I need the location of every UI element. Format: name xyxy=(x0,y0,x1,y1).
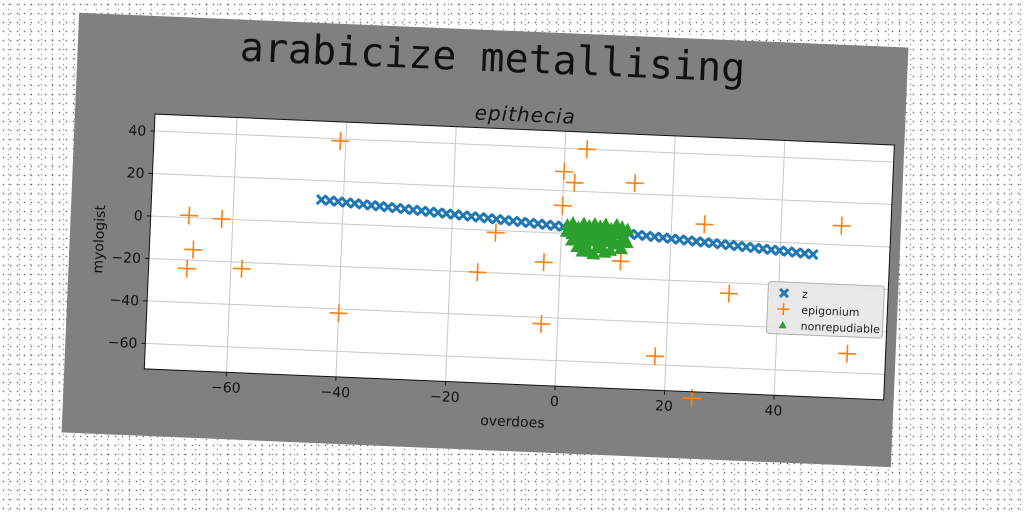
point-epigonium xyxy=(331,131,350,151)
chart-title: epithecia xyxy=(474,100,576,128)
point-epigonium xyxy=(625,174,644,193)
legend-marker-z xyxy=(778,287,790,299)
y-grid-line xyxy=(154,130,894,163)
series-nonrepudiable xyxy=(559,216,635,260)
x-axis-label: overdoes xyxy=(480,413,545,432)
point-nonrepudiable xyxy=(597,245,612,258)
y-tick-label: 0 xyxy=(133,208,143,224)
point-epigonium xyxy=(695,215,714,234)
point-nonrepudiable xyxy=(614,226,629,240)
x-tick-label: −40 xyxy=(320,384,350,401)
point-epigonium xyxy=(646,347,665,366)
x-tick-label: 20 xyxy=(655,398,673,415)
legend-marker-nonrepudiable xyxy=(778,321,787,329)
legend-box xyxy=(765,281,885,339)
chart-figure: arabicize metallising epithecia −60 −40 −2… xyxy=(61,12,909,468)
point-epigonium xyxy=(611,252,630,271)
y-grid-line xyxy=(152,173,892,206)
point-nonrepudiable xyxy=(586,246,601,260)
y-tick-label: −40 xyxy=(109,292,139,309)
axis-ticks: −60 −40 −20 0 20 40 −60 −40 −20 0 20 40 xyxy=(107,113,895,420)
point-epigonium xyxy=(577,140,596,159)
y-grid-line xyxy=(147,300,887,333)
series-layer xyxy=(177,131,857,408)
point-epigonium xyxy=(719,284,739,303)
x-grid-line xyxy=(773,140,786,396)
legend-entry-nonrepudiable: nonrepudiable xyxy=(800,320,880,336)
x-tick-label: −20 xyxy=(430,389,460,406)
point-epigonium xyxy=(232,259,251,278)
point-epigonium xyxy=(838,344,857,363)
point-epigonium xyxy=(212,209,231,228)
legend-entry-z: z xyxy=(802,288,809,301)
y-grid-line xyxy=(145,342,885,375)
point-epigonium xyxy=(180,206,199,225)
plot-area xyxy=(144,114,895,400)
x-tick-label: 40 xyxy=(764,403,782,420)
y-tick-label: −20 xyxy=(111,250,141,267)
grid-lines xyxy=(145,117,894,396)
y-axis-label: myologist xyxy=(90,204,109,274)
x-grid-line xyxy=(664,135,676,391)
x-grid-line xyxy=(225,117,238,373)
plot-border xyxy=(143,113,895,401)
point-z xyxy=(807,248,819,261)
y-tick-label: −60 xyxy=(107,335,137,352)
point-epigonium xyxy=(534,253,553,272)
scatter-chart: epithecia −60 −40 −20 0 20 40 −60 −40 −20 0 20 40 o… xyxy=(90,100,895,432)
x-grid-line xyxy=(335,122,348,377)
point-epigonium xyxy=(832,216,851,235)
point-epigonium xyxy=(184,240,203,259)
x-tick-label: −60 xyxy=(211,380,241,397)
y-grid-line xyxy=(148,257,889,290)
y-grid-line xyxy=(150,215,891,248)
point-epigonium xyxy=(565,173,584,192)
point-epigonium xyxy=(532,314,551,333)
point-epigonium xyxy=(486,223,505,242)
point-epigonium xyxy=(329,304,348,323)
x-tick-label: 0 xyxy=(550,394,560,410)
point-epigonium xyxy=(553,196,572,215)
x-grid-line xyxy=(445,126,457,382)
series-epigonium xyxy=(177,131,857,408)
point-epigonium xyxy=(468,263,487,282)
point-epigonium xyxy=(177,259,196,278)
point-epigonium xyxy=(555,162,574,181)
legend-marker-epigonium xyxy=(777,303,790,316)
point-nonrepudiable xyxy=(613,241,628,255)
y-tick-label: 40 xyxy=(128,123,146,140)
legend-entry-epigonium: epigonium xyxy=(801,304,860,319)
point-nonrepudiable xyxy=(575,244,590,257)
y-tick-label: 20 xyxy=(126,165,144,182)
